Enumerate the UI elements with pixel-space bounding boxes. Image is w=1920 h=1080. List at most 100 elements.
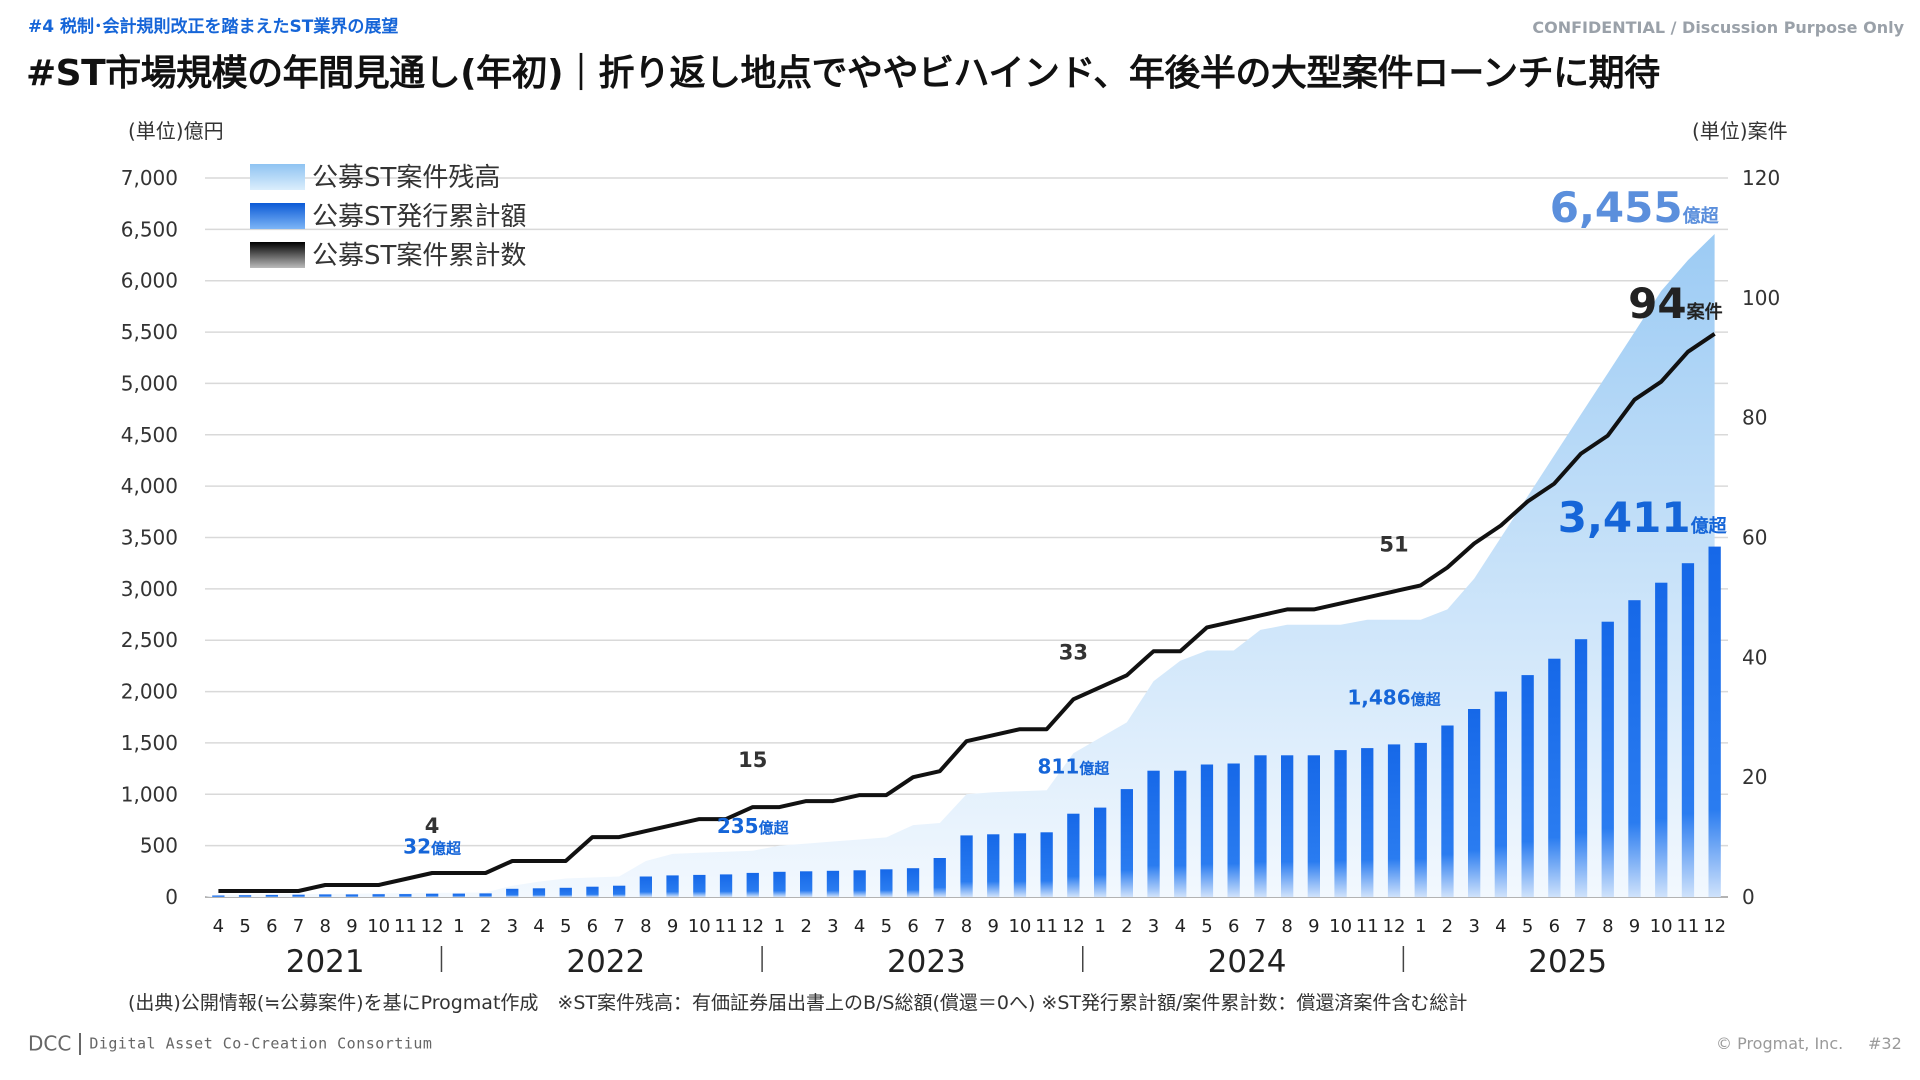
- x-month-label: 5: [239, 916, 250, 937]
- y-right-tick-label: 80: [1742, 406, 1767, 430]
- issuance-bar: [1281, 755, 1294, 897]
- y-right-tick-label: 100: [1742, 286, 1780, 310]
- x-month-label: 3: [827, 916, 838, 937]
- x-month-label: 10: [1329, 916, 1352, 937]
- y-left-tick-label: 3,000: [121, 577, 178, 601]
- issuance-bar: [1174, 770, 1187, 897]
- y-left-tick-label: 500: [140, 834, 178, 858]
- x-month-label: 10: [688, 916, 711, 937]
- issuance-bars: [212, 546, 1721, 897]
- issuance-milestone-unit: 億超: [431, 840, 462, 858]
- x-month-label: 5: [881, 916, 892, 937]
- x-month-label: 9: [667, 916, 678, 937]
- x-month-label: 6: [266, 916, 277, 937]
- issuance-bar: [1468, 709, 1481, 897]
- issuance-bar: [1655, 582, 1668, 897]
- x-year-label: 2024: [1208, 944, 1287, 980]
- issuance-bar: [1307, 755, 1320, 897]
- x-year-label: 2022: [566, 944, 645, 980]
- issuance-bar: [1040, 832, 1053, 897]
- issuance-bar: [800, 871, 813, 897]
- issuance-bar: [345, 894, 359, 897]
- final-issuance-label: 3,411億超: [1558, 493, 1728, 542]
- x-month-label: 1: [1415, 916, 1426, 937]
- issuance-bar: [1681, 563, 1695, 897]
- x-month-label: 1: [453, 916, 464, 937]
- annotations: 415335132億超235億超811億超1,486億超6,455億超94案件3…: [403, 183, 1727, 859]
- count-milestone-label: 4: [425, 814, 440, 838]
- x-month-label: 10: [367, 916, 390, 937]
- count-line-layer: [218, 332, 1716, 893]
- y-left-tick-label: 6,000: [121, 269, 178, 293]
- page-title: #ST市場規模の年間見通し(年初)｜折り返し地点でややビハインド、年後半の大型案…: [26, 53, 1660, 94]
- issuance-bar: [372, 894, 385, 897]
- x-month-label: 12: [741, 916, 764, 937]
- issuance-milestone-num: 32: [403, 835, 431, 859]
- legend-swatch-count: [250, 242, 305, 268]
- x-month-label: 9: [1629, 916, 1640, 937]
- x-month-label: 3: [1148, 916, 1159, 937]
- x-month-label: 1: [774, 916, 785, 937]
- final-outstanding-unit: 億超: [1683, 205, 1720, 227]
- issuance-bar: [1494, 691, 1507, 897]
- legend-label-outstanding: 公募ST案件残高: [312, 163, 500, 193]
- x-month-label: 8: [961, 916, 972, 937]
- issuance-bar: [719, 874, 733, 897]
- x-month-label: 3: [1468, 916, 1479, 937]
- x-month-label: 2: [1121, 916, 1132, 937]
- issuance-bar: [693, 874, 706, 897]
- legend-label-issuance: 公募ST発行累計額: [312, 202, 526, 232]
- issuance-bar: [1414, 742, 1427, 897]
- confidential-label: CONFIDENTIAL / Discussion Purpose Only: [1532, 18, 1904, 37]
- x-month-label: 5: [560, 916, 571, 937]
- issuance-bar: [639, 876, 652, 897]
- issuance-bar: [1601, 621, 1614, 897]
- issuance-bar: [613, 885, 626, 897]
- issuance-bar: [880, 869, 893, 897]
- x-month-label: 2: [800, 916, 811, 937]
- x-month-label: 6: [587, 916, 598, 937]
- x-month-label: 3: [507, 916, 518, 937]
- final-count-label: 94案件: [1628, 279, 1722, 328]
- copyright: © Progmat, Inc.: [1716, 1034, 1844, 1053]
- source-note: (出典)公開情報(≒公募案件)を基にProgmat作成 ※ST案件残高：有価証券…: [128, 992, 1468, 1014]
- x-month-label: 12: [421, 916, 444, 937]
- y-left-tick-label: 6,500: [121, 217, 178, 241]
- issuance-bar: [532, 888, 546, 897]
- issuance-bar: [586, 886, 599, 897]
- y-left-tick-label: 0: [165, 885, 178, 909]
- x-month-label: 8: [319, 916, 330, 937]
- y-axis-left-label: (単位)億円: [128, 119, 224, 143]
- issuance-bar: [853, 870, 866, 897]
- x-year-label: 2023: [887, 944, 966, 980]
- section-label: #4 税制･会計規則改正を踏まえたST業界の展望: [28, 17, 399, 37]
- issuance-milestone-label: 32億超: [403, 835, 462, 859]
- issuance-milestone-num: 1,486: [1347, 685, 1410, 709]
- x-month-label: 7: [1575, 916, 1586, 937]
- x-month-label: 7: [934, 916, 945, 937]
- x-month-label: 7: [613, 916, 624, 937]
- issuance-milestone-num: 235: [717, 814, 759, 838]
- logo-main: DCC: [28, 1031, 72, 1056]
- issuance-bar: [1387, 744, 1401, 897]
- legend-swatch-outstanding: [250, 164, 305, 190]
- final-outstanding-num: 6,455: [1550, 183, 1683, 232]
- x-month-label: 4: [1175, 916, 1186, 937]
- issuance-milestone-label: 1,486億超: [1347, 685, 1441, 709]
- count-milestone-label: 15: [738, 748, 767, 772]
- y-left-tick-label: 5,500: [121, 320, 178, 344]
- x-month-label: 4: [1495, 916, 1506, 937]
- x-month-label: 6: [1549, 916, 1560, 937]
- issuance-milestone-unit: 億超: [759, 819, 790, 837]
- st-market-chart: 0 500 1,000 1,500 2,000 2,500 3,000 3,500 4,000 4…: [121, 119, 1788, 980]
- y-right-tick-label: 20: [1742, 765, 1767, 789]
- issuance-bar: [666, 875, 679, 897]
- x-month-label: 11: [715, 916, 738, 937]
- issuance-bar: [1147, 770, 1160, 897]
- y-right-tick-label: 0: [1742, 885, 1755, 909]
- issuance-bar: [1120, 789, 1133, 897]
- y-right-tick-label: 60: [1742, 526, 1767, 550]
- y-right-tick-label: 40: [1742, 645, 1767, 669]
- issuance-bar: [319, 894, 332, 897]
- x-month-label: 2: [1442, 916, 1453, 937]
